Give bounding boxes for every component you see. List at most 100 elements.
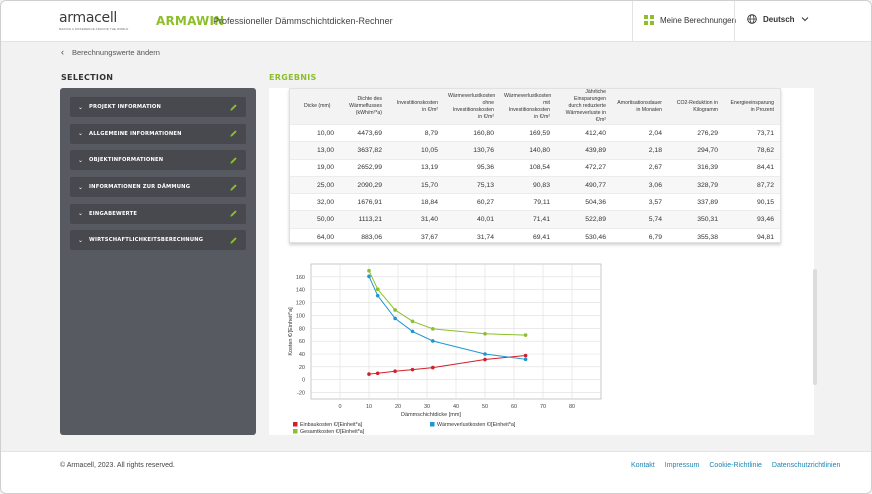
table-header-cell: Dichte des Wärmeflusses (kWh/m²*a): [349, 96, 382, 116]
table-cell: 50,00: [290, 210, 344, 229]
table-cell: 31,74: [446, 227, 502, 242]
language-select[interactable]: Deutsch: [747, 14, 809, 24]
data-point: [393, 316, 397, 321]
table-row: 25,00 2090,29 15,70 75,13 90,83 490,77 3,06 328…: [290, 175, 780, 194]
armacell-logo[interactable]: armacell MAKING A DIFFERENCE AROUND THE …: [59, 11, 135, 33]
table-cell: 75,13: [446, 175, 502, 194]
table-cell: 93,46: [726, 210, 780, 229]
accordion-item[interactable]: ⌄ PROJEKT INFORMATION: [70, 97, 246, 117]
table-cell: 1676,91: [344, 193, 390, 211]
selection-title: SELECTION: [61, 73, 114, 82]
table-header-cell: Investitionskosten in €/m²: [396, 99, 438, 113]
chevron-left-icon: ‹: [61, 47, 64, 57]
copyright-text: © Armacell, 2023. All rights reserved.: [60, 462, 175, 469]
data-point: [410, 367, 415, 372]
footer-link[interactable]: Impressum: [664, 462, 700, 469]
selection-panel: ⌄ PROJEKT INFORMATION ⌄ ALLGEMEINE INFORMAT…: [60, 88, 256, 435]
data-point: [375, 293, 380, 298]
table-cell: 412,40: [558, 123, 614, 142]
data-point: [410, 319, 415, 324]
table-cell: 2,18: [614, 141, 670, 160]
table-cell: 87,72: [726, 175, 780, 194]
accordion-item[interactable]: ⌄ WIRTSCHAFTLICHKEITSBERECHNUNG: [70, 230, 246, 251]
table-cell: 10,00: [290, 123, 344, 142]
accordion-item[interactable]: ⌄ ALLGEMEINE INFORMATIONEN: [70, 123, 246, 144]
data-point: [483, 357, 487, 362]
table-cell: 883,06: [344, 227, 390, 242]
app-subtitle: Professioneller Dämmschichtdicken-Rechne…: [213, 16, 393, 26]
table-cell: 530,46: [558, 227, 614, 242]
legend-label: Einbaukosten €/[Einheit*a]: [300, 422, 363, 428]
table-cell: 3,06: [614, 175, 670, 194]
edit-pencil-icon[interactable]: [229, 209, 238, 218]
cost-chart-svg: -20 0 20 40 60 80 100 120 140 160 0 10 20 30 40 50 60 70 8…: [288, 263, 602, 435]
accordion-item-label: WIRTSCHAFTLICHKEITSBERECHNUNG: [89, 237, 204, 244]
y-tick-label: 60: [299, 339, 305, 345]
data-point: [483, 352, 487, 356]
x-tick-label: 50: [482, 404, 488, 410]
footer-link[interactable]: Kontakt: [631, 462, 655, 469]
table-cell: 472,27: [558, 158, 614, 177]
accordion-item-label: ALLGEMEINE INFORMATIONEN: [89, 130, 182, 137]
my-calculations-label: Meine Berechnungen: [660, 15, 737, 25]
legend-swatch: [293, 422, 298, 427]
data-point: [367, 268, 371, 273]
table-row: 32,00 1676,91 18,84 60,27 79,11 504,36 3,57 337…: [290, 193, 780, 211]
table-row: 10,00 4473,69 8,79 160,80 169,59 412,40 2,04 27…: [290, 123, 780, 142]
table-cell: 78,62: [726, 141, 780, 160]
table-cell: 37,67: [390, 227, 446, 242]
data-point: [393, 369, 397, 374]
table-cell: 19,00: [290, 158, 344, 177]
accordion-item[interactable]: ⌄ INFORMATIONEN ZUR DÄMMUNG: [70, 177, 246, 198]
data-point: [410, 329, 415, 334]
legend-label: Wärmeverlustkosten €/[Einheit*a]: [437, 422, 516, 428]
footer-link[interactable]: Datenschutzrichtlinien: [771, 462, 841, 469]
edit-pencil-icon[interactable]: [229, 103, 238, 112]
app-brand: ARMAWIN: [156, 14, 225, 28]
legend-swatch: [430, 422, 435, 427]
logo-tagline: MAKING A DIFFERENCE AROUND THE WORLD: [59, 27, 129, 31]
my-calculations-button[interactable]: Meine Berechnungen: [644, 15, 736, 25]
data-point: [523, 357, 528, 362]
data-point: [523, 353, 528, 358]
back-link-label: Berechnungswerte ändern: [72, 47, 160, 57]
footer-links: Kontakt Impressum Cookie-Richtlinie Datensc…: [631, 462, 840, 469]
table-cell: 31,40: [390, 210, 446, 229]
edit-pencil-icon[interactable]: [229, 156, 238, 165]
x-tick-label: 40: [453, 404, 459, 410]
chevron-down-icon: ⌄: [78, 131, 84, 138]
table-row: 50,00 1113,21 31,40 40,01 71,41 522,89 5,74 350…: [290, 210, 780, 229]
x-axis-label: Dämmschichtdicke [mm]: [401, 412, 461, 418]
table-cell: 13,00: [290, 141, 344, 160]
table-cell: 130,76: [446, 141, 502, 160]
table-cell: 90,15: [726, 193, 780, 211]
table-cell: 69,41: [502, 227, 558, 242]
x-tick-label: 80: [569, 404, 575, 410]
chevron-down-icon: ⌄: [78, 184, 84, 191]
results-scrollbar[interactable]: [813, 269, 817, 385]
accordion-item[interactable]: ⌄ EINGABEWERTE: [70, 203, 246, 224]
globe-icon: [747, 14, 757, 24]
table-cell: 90,83: [502, 175, 558, 194]
edit-pencil-icon[interactable]: [229, 183, 238, 192]
edit-pencil-icon[interactable]: [229, 236, 238, 245]
table-header-cell: Wärmeverlustkosten ohne Investitionskost…: [448, 92, 496, 120]
footer: © Armacell, 2023. All rights reserved. K…: [1, 451, 871, 493]
table-cell: 355,38: [670, 227, 726, 242]
header-divider: [734, 1, 735, 42]
x-tick-label: 20: [395, 404, 401, 410]
data-point: [523, 333, 528, 337]
y-tick-label: -20: [297, 391, 305, 397]
table-header-cell: Wärmeverlustkosten mit Investitionskoste…: [504, 92, 552, 120]
data-point: [431, 339, 435, 343]
table-cell: 5,74: [614, 210, 670, 229]
x-tick-label: 30: [424, 404, 430, 410]
accordion-item[interactable]: ⌄ OBJEKTINFORMATIONEN: [70, 150, 246, 171]
top-header: armacell MAKING A DIFFERENCE AROUND THE …: [1, 1, 871, 42]
edit-pencil-icon[interactable]: [229, 129, 238, 138]
chevron-down-icon: ⌄: [78, 211, 84, 218]
back-link[interactable]: ‹ Berechnungswerte ändern: [61, 47, 160, 57]
table-body: 10,00 4473,69 8,79 160,80 169,59 412,40 2,04 27…: [290, 123, 780, 242]
footer-link[interactable]: Cookie-Richtlinie: [709, 462, 762, 469]
table-cell: 3,57: [614, 193, 670, 211]
